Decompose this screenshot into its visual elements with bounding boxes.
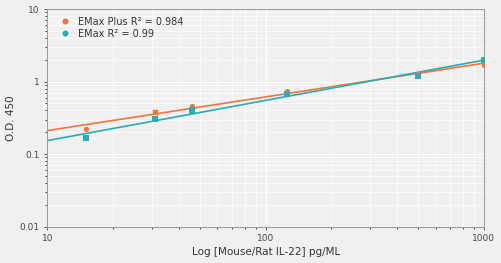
X-axis label: Log [Mouse/Rat IL-22] pg/ML: Log [Mouse/Rat IL-22] pg/ML [191, 247, 340, 257]
Point [151, 110, 159, 114]
Point [283, 92, 291, 96]
Point [188, 108, 196, 113]
Point [414, 72, 422, 76]
Legend: EMax Plus R² = 0.984, EMax R² = 0.99: EMax Plus R² = 0.984, EMax R² = 0.99 [52, 14, 186, 42]
Point [480, 63, 488, 67]
Y-axis label: O.D. 450: O.D. 450 [6, 95, 16, 141]
Point [188, 104, 196, 108]
Point [480, 58, 488, 62]
Point [151, 117, 159, 121]
Point [283, 89, 291, 93]
Point [82, 136, 90, 140]
Point [414, 74, 422, 78]
Point [82, 127, 90, 132]
